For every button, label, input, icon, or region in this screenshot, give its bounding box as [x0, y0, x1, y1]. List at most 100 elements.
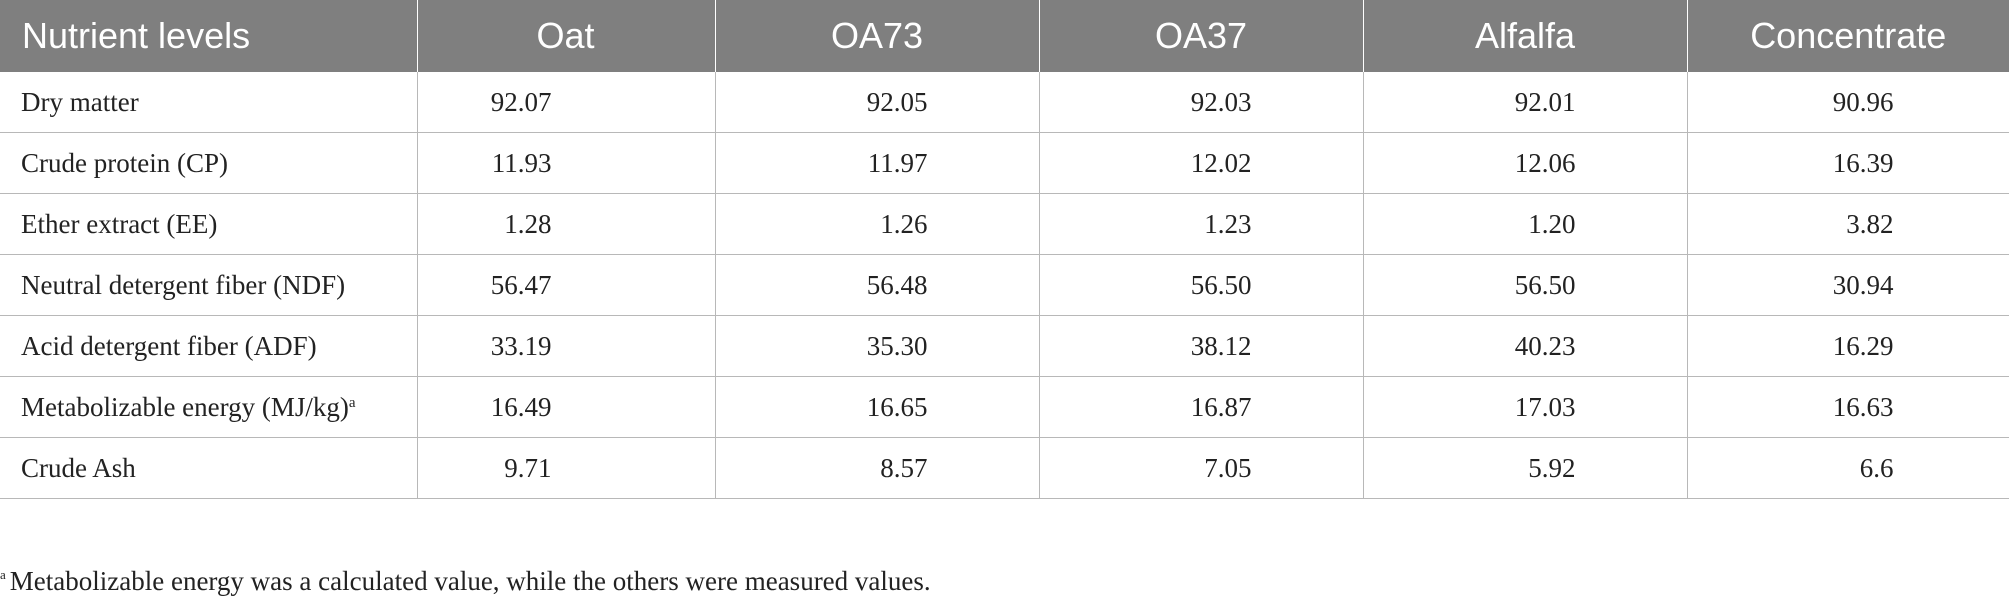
- cell-alfalfa: 56.50: [1363, 254, 1688, 316]
- header-nutrient-levels: Nutrient levels: [0, 0, 418, 72]
- cell-alfalfa: 17.03: [1363, 376, 1688, 438]
- header-alfalfa: Alfalfa: [1363, 0, 1688, 72]
- cell-oa37: 1.23: [1039, 193, 1364, 255]
- header-row: Nutrient levels Oat OA73 OA37 Alfalfa Co…: [0, 0, 2009, 72]
- cell-value: 12.02: [1190, 147, 1252, 178]
- cell-value: 11.93: [491, 147, 552, 178]
- cell-value: 35.30: [866, 330, 928, 361]
- cell-value: 16.39: [1832, 147, 1894, 178]
- cell-value: 90.96: [1832, 86, 1894, 117]
- cell-oat: 9.71: [417, 437, 716, 499]
- cell-oa73: 56.48: [715, 254, 1040, 316]
- cell-value: 7.05: [1204, 452, 1252, 483]
- footnote: a Metabolizable energy was a calculated v…: [0, 566, 931, 597]
- cell-value: 1.28: [504, 208, 552, 239]
- cell-value: 6.6: [1859, 452, 1894, 483]
- row-label-text: Dry matter: [21, 86, 139, 117]
- cell-value: 16.49: [490, 391, 552, 422]
- cell-concentrate: 30.94: [1687, 254, 2009, 316]
- row-label: Ether extract (EE): [0, 193, 418, 255]
- cell-value: 38.12: [1190, 330, 1252, 361]
- cell-concentrate: 16.39: [1687, 132, 2009, 194]
- cell-value: 17.03: [1514, 391, 1576, 422]
- cell-value: 40.23: [1514, 330, 1576, 361]
- cell-oa37: 38.12: [1039, 315, 1364, 377]
- row-label: Dry matter: [0, 72, 418, 133]
- row-label: Crude protein (CP): [0, 132, 418, 194]
- header-oat: Oat: [417, 0, 716, 72]
- cell-oa73: 16.65: [715, 376, 1040, 438]
- cell-oa73: 35.30: [715, 315, 1040, 377]
- cell-oat: 11.93: [417, 132, 716, 194]
- cell-oa37: 7.05: [1039, 437, 1364, 499]
- header-oa73: OA73: [715, 0, 1040, 72]
- header-concentrate: Concentrate: [1687, 0, 2009, 72]
- footnote-text: Metabolizable energy was a calculated va…: [9, 566, 931, 596]
- cell-oat: 16.49: [417, 376, 716, 438]
- cell-value: 92.05: [866, 86, 928, 117]
- row-label: Metabolizable energy (MJ/kg)a: [0, 376, 418, 438]
- cell-value: 8.57: [880, 452, 928, 483]
- cell-alfalfa: 5.92: [1363, 437, 1688, 499]
- cell-value: 92.07: [490, 86, 552, 117]
- cell-oa37: 16.87: [1039, 376, 1364, 438]
- cell-oat: 1.28: [417, 193, 716, 255]
- cell-value: 56.50: [1514, 269, 1576, 300]
- cell-value: 16.29: [1832, 330, 1894, 361]
- cell-value: 16.63: [1832, 391, 1894, 422]
- cell-alfalfa: 12.06: [1363, 132, 1688, 194]
- cell-concentrate: 16.63: [1687, 376, 2009, 438]
- cell-value: 56.48: [866, 269, 928, 300]
- row-label-footnote-marker: a: [348, 394, 356, 411]
- cell-value: 30.94: [1832, 269, 1894, 300]
- row-label: Acid detergent fiber (ADF): [0, 315, 418, 377]
- cell-value: 56.50: [1190, 269, 1252, 300]
- row-label: Crude Ash: [0, 437, 418, 499]
- cell-value: 12.06: [1514, 147, 1576, 178]
- cell-oa37: 56.50: [1039, 254, 1364, 316]
- table-row: Crude protein (CP) 11.93 11.97 12.02 12.06 16…: [0, 132, 2009, 194]
- cell-value: 5.92: [1528, 452, 1576, 483]
- cell-oa73: 8.57: [715, 437, 1040, 499]
- cell-oa37: 92.03: [1039, 72, 1364, 133]
- table-row: Neutral detergent fiber (NDF) 56.47 56.48 5…: [0, 254, 2009, 316]
- table-body: Dry matter 92.07 92.05 92.03 92.01 90.96 Crude…: [0, 72, 2009, 499]
- cell-concentrate: 6.6: [1687, 437, 2009, 499]
- cell-concentrate: 90.96: [1687, 72, 2009, 133]
- cell-value: 56.47: [490, 269, 552, 300]
- table-row: Ether extract (EE) 1.28 1.26 1.23 1.20 3.82: [0, 193, 2009, 255]
- cell-oa73: 1.26: [715, 193, 1040, 255]
- row-label-text: Crude protein (CP): [21, 147, 228, 178]
- nutrient-table-container: Nutrient levels Oat OA73 OA37 Alfalfa Co…: [0, 0, 2009, 499]
- cell-value: 92.01: [1514, 86, 1576, 117]
- cell-value: 33.19: [490, 330, 552, 361]
- cell-oa73: 92.05: [715, 72, 1040, 133]
- cell-value: 16.87: [1190, 391, 1252, 422]
- table-row: Crude Ash 9.71 8.57 7.05 5.92 6.6: [0, 437, 2009, 499]
- cell-alfalfa: 1.20: [1363, 193, 1688, 255]
- footnote-marker: a: [0, 567, 6, 582]
- cell-value: 16.65: [866, 391, 928, 422]
- cell-value: 1.26: [880, 208, 928, 239]
- cell-value: 9.71: [504, 452, 552, 483]
- cell-concentrate: 3.82: [1687, 193, 2009, 255]
- cell-value: 11.97: [867, 147, 928, 178]
- row-label-text: Acid detergent fiber (ADF): [21, 330, 317, 361]
- cell-value: 92.03: [1190, 86, 1252, 117]
- row-label-text: Ether extract (EE): [21, 208, 218, 239]
- cell-oat: 56.47: [417, 254, 716, 316]
- row-label-text: Crude Ash: [21, 452, 136, 483]
- cell-value: 3.82: [1846, 208, 1894, 239]
- cell-value: 1.20: [1528, 208, 1576, 239]
- row-label: Neutral detergent fiber (NDF): [0, 254, 418, 316]
- row-label-text: Neutral detergent fiber (NDF): [21, 269, 346, 300]
- cell-concentrate: 16.29: [1687, 315, 2009, 377]
- cell-oat: 33.19: [417, 315, 716, 377]
- nutrient-table: Nutrient levels Oat OA73 OA37 Alfalfa Co…: [0, 0, 2009, 499]
- cell-alfalfa: 40.23: [1363, 315, 1688, 377]
- header-oa37: OA37: [1039, 0, 1364, 72]
- table-row: Acid detergent fiber (ADF) 33.19 35.30 38.1…: [0, 315, 2009, 377]
- table-row: Dry matter 92.07 92.05 92.03 92.01 90.96: [0, 72, 2009, 133]
- cell-oa37: 12.02: [1039, 132, 1364, 194]
- table-row: Metabolizable energy (MJ/kg)a 16.49 16.65 1…: [0, 376, 2009, 438]
